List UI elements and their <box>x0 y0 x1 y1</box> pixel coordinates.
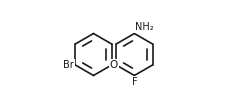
Text: NH₂: NH₂ <box>134 22 153 32</box>
Text: O: O <box>109 60 117 70</box>
Text: Br: Br <box>63 60 74 70</box>
Text: F: F <box>131 77 136 87</box>
